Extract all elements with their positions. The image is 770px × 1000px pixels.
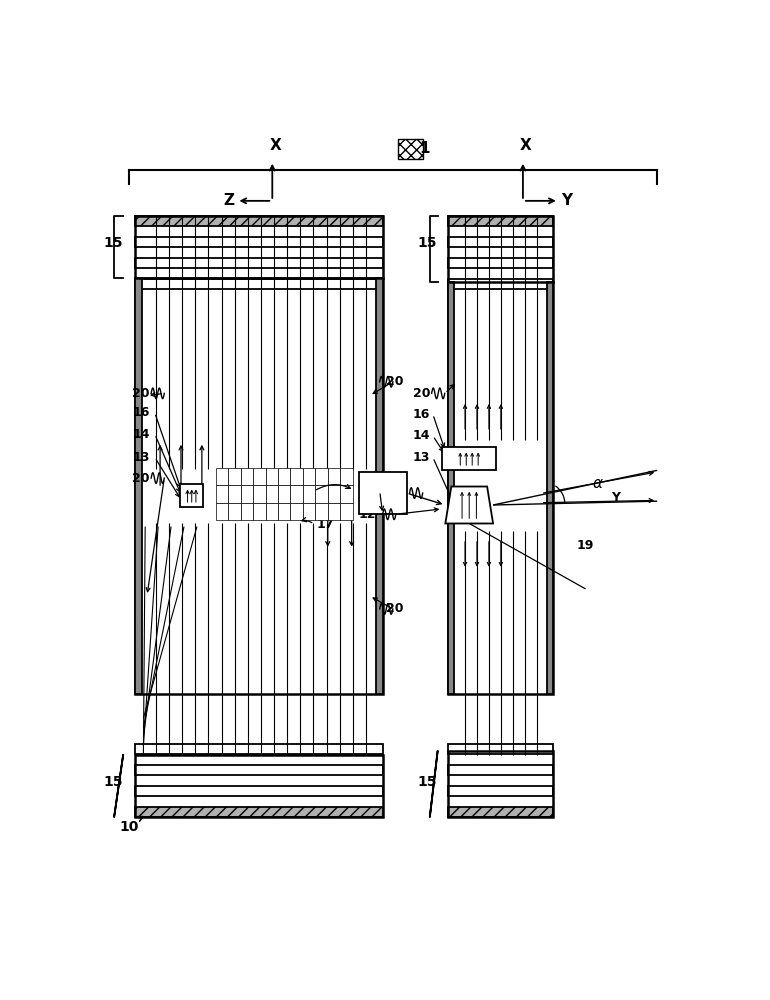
- Text: 18: 18: [317, 485, 334, 498]
- Bar: [547, 282, 553, 694]
- Bar: [448, 807, 553, 817]
- Text: 10: 10: [119, 820, 139, 834]
- Text: 20: 20: [132, 472, 150, 485]
- Bar: [448, 282, 454, 694]
- Bar: [328, 503, 340, 520]
- Bar: [340, 468, 353, 485]
- Bar: [240, 468, 253, 485]
- Bar: [340, 485, 353, 503]
- Bar: [376, 278, 383, 694]
- Bar: [135, 786, 383, 796]
- Bar: [359, 472, 407, 514]
- Text: 12: 12: [359, 508, 377, 521]
- Bar: [266, 485, 278, 503]
- Bar: [135, 807, 383, 817]
- Bar: [340, 503, 353, 520]
- Bar: [448, 216, 553, 226]
- Text: 13: 13: [413, 451, 430, 464]
- Text: 13: 13: [132, 451, 150, 464]
- Bar: [253, 468, 266, 485]
- Bar: [328, 468, 340, 485]
- Bar: [303, 468, 316, 485]
- Bar: [316, 485, 328, 503]
- Text: 20: 20: [132, 387, 150, 400]
- Bar: [240, 503, 253, 520]
- Text: 14: 14: [413, 429, 430, 442]
- Bar: [135, 744, 383, 754]
- Text: 16: 16: [132, 406, 150, 419]
- Text: 20: 20: [413, 387, 430, 400]
- Bar: [135, 237, 383, 247]
- Bar: [228, 503, 240, 520]
- Bar: [448, 237, 553, 247]
- Bar: [135, 216, 383, 278]
- Bar: [135, 765, 383, 775]
- Bar: [448, 744, 553, 754]
- Bar: [240, 485, 253, 503]
- Bar: [316, 503, 328, 520]
- Bar: [448, 279, 553, 289]
- Bar: [328, 485, 340, 503]
- Bar: [135, 258, 383, 268]
- Bar: [216, 468, 228, 485]
- Polygon shape: [445, 487, 493, 523]
- Text: 15: 15: [103, 236, 122, 250]
- Bar: [135, 278, 142, 694]
- Bar: [135, 279, 383, 289]
- Bar: [448, 216, 553, 282]
- Bar: [228, 468, 240, 485]
- Bar: [303, 485, 316, 503]
- Text: 14: 14: [132, 428, 150, 441]
- Bar: [448, 765, 553, 775]
- Bar: [216, 503, 228, 520]
- Text: 11: 11: [359, 485, 377, 498]
- Bar: [253, 503, 266, 520]
- Bar: [448, 786, 553, 796]
- Text: 20: 20: [386, 375, 403, 388]
- Bar: [316, 468, 328, 485]
- Bar: [290, 485, 303, 503]
- Bar: [135, 755, 383, 817]
- Bar: [266, 503, 278, 520]
- Text: 15: 15: [417, 236, 437, 250]
- Bar: [228, 485, 240, 503]
- Text: 15: 15: [103, 775, 122, 789]
- Bar: [290, 468, 303, 485]
- Bar: [135, 278, 383, 694]
- Bar: [448, 258, 553, 268]
- Bar: [303, 503, 316, 520]
- Text: 1: 1: [419, 141, 430, 156]
- Bar: [135, 216, 383, 226]
- Bar: [442, 447, 496, 470]
- Text: 16: 16: [413, 408, 430, 421]
- Text: $\alpha$: $\alpha$: [591, 476, 604, 491]
- Bar: [278, 503, 290, 520]
- Text: Y: Y: [561, 193, 573, 208]
- Bar: [397, 139, 423, 158]
- Text: 20: 20: [386, 602, 403, 615]
- Bar: [266, 468, 278, 485]
- Bar: [278, 485, 290, 503]
- Text: X: X: [520, 138, 532, 153]
- Bar: [253, 485, 266, 503]
- Bar: [448, 751, 553, 817]
- Text: 19: 19: [577, 539, 594, 552]
- Text: 15: 15: [417, 775, 437, 789]
- Text: X: X: [270, 138, 281, 153]
- Bar: [216, 485, 228, 503]
- Bar: [180, 484, 203, 507]
- Bar: [448, 282, 553, 694]
- Text: Y: Y: [611, 491, 620, 504]
- Bar: [290, 503, 303, 520]
- Bar: [278, 468, 290, 485]
- Text: 17: 17: [317, 518, 334, 531]
- Text: Z: Z: [224, 193, 235, 208]
